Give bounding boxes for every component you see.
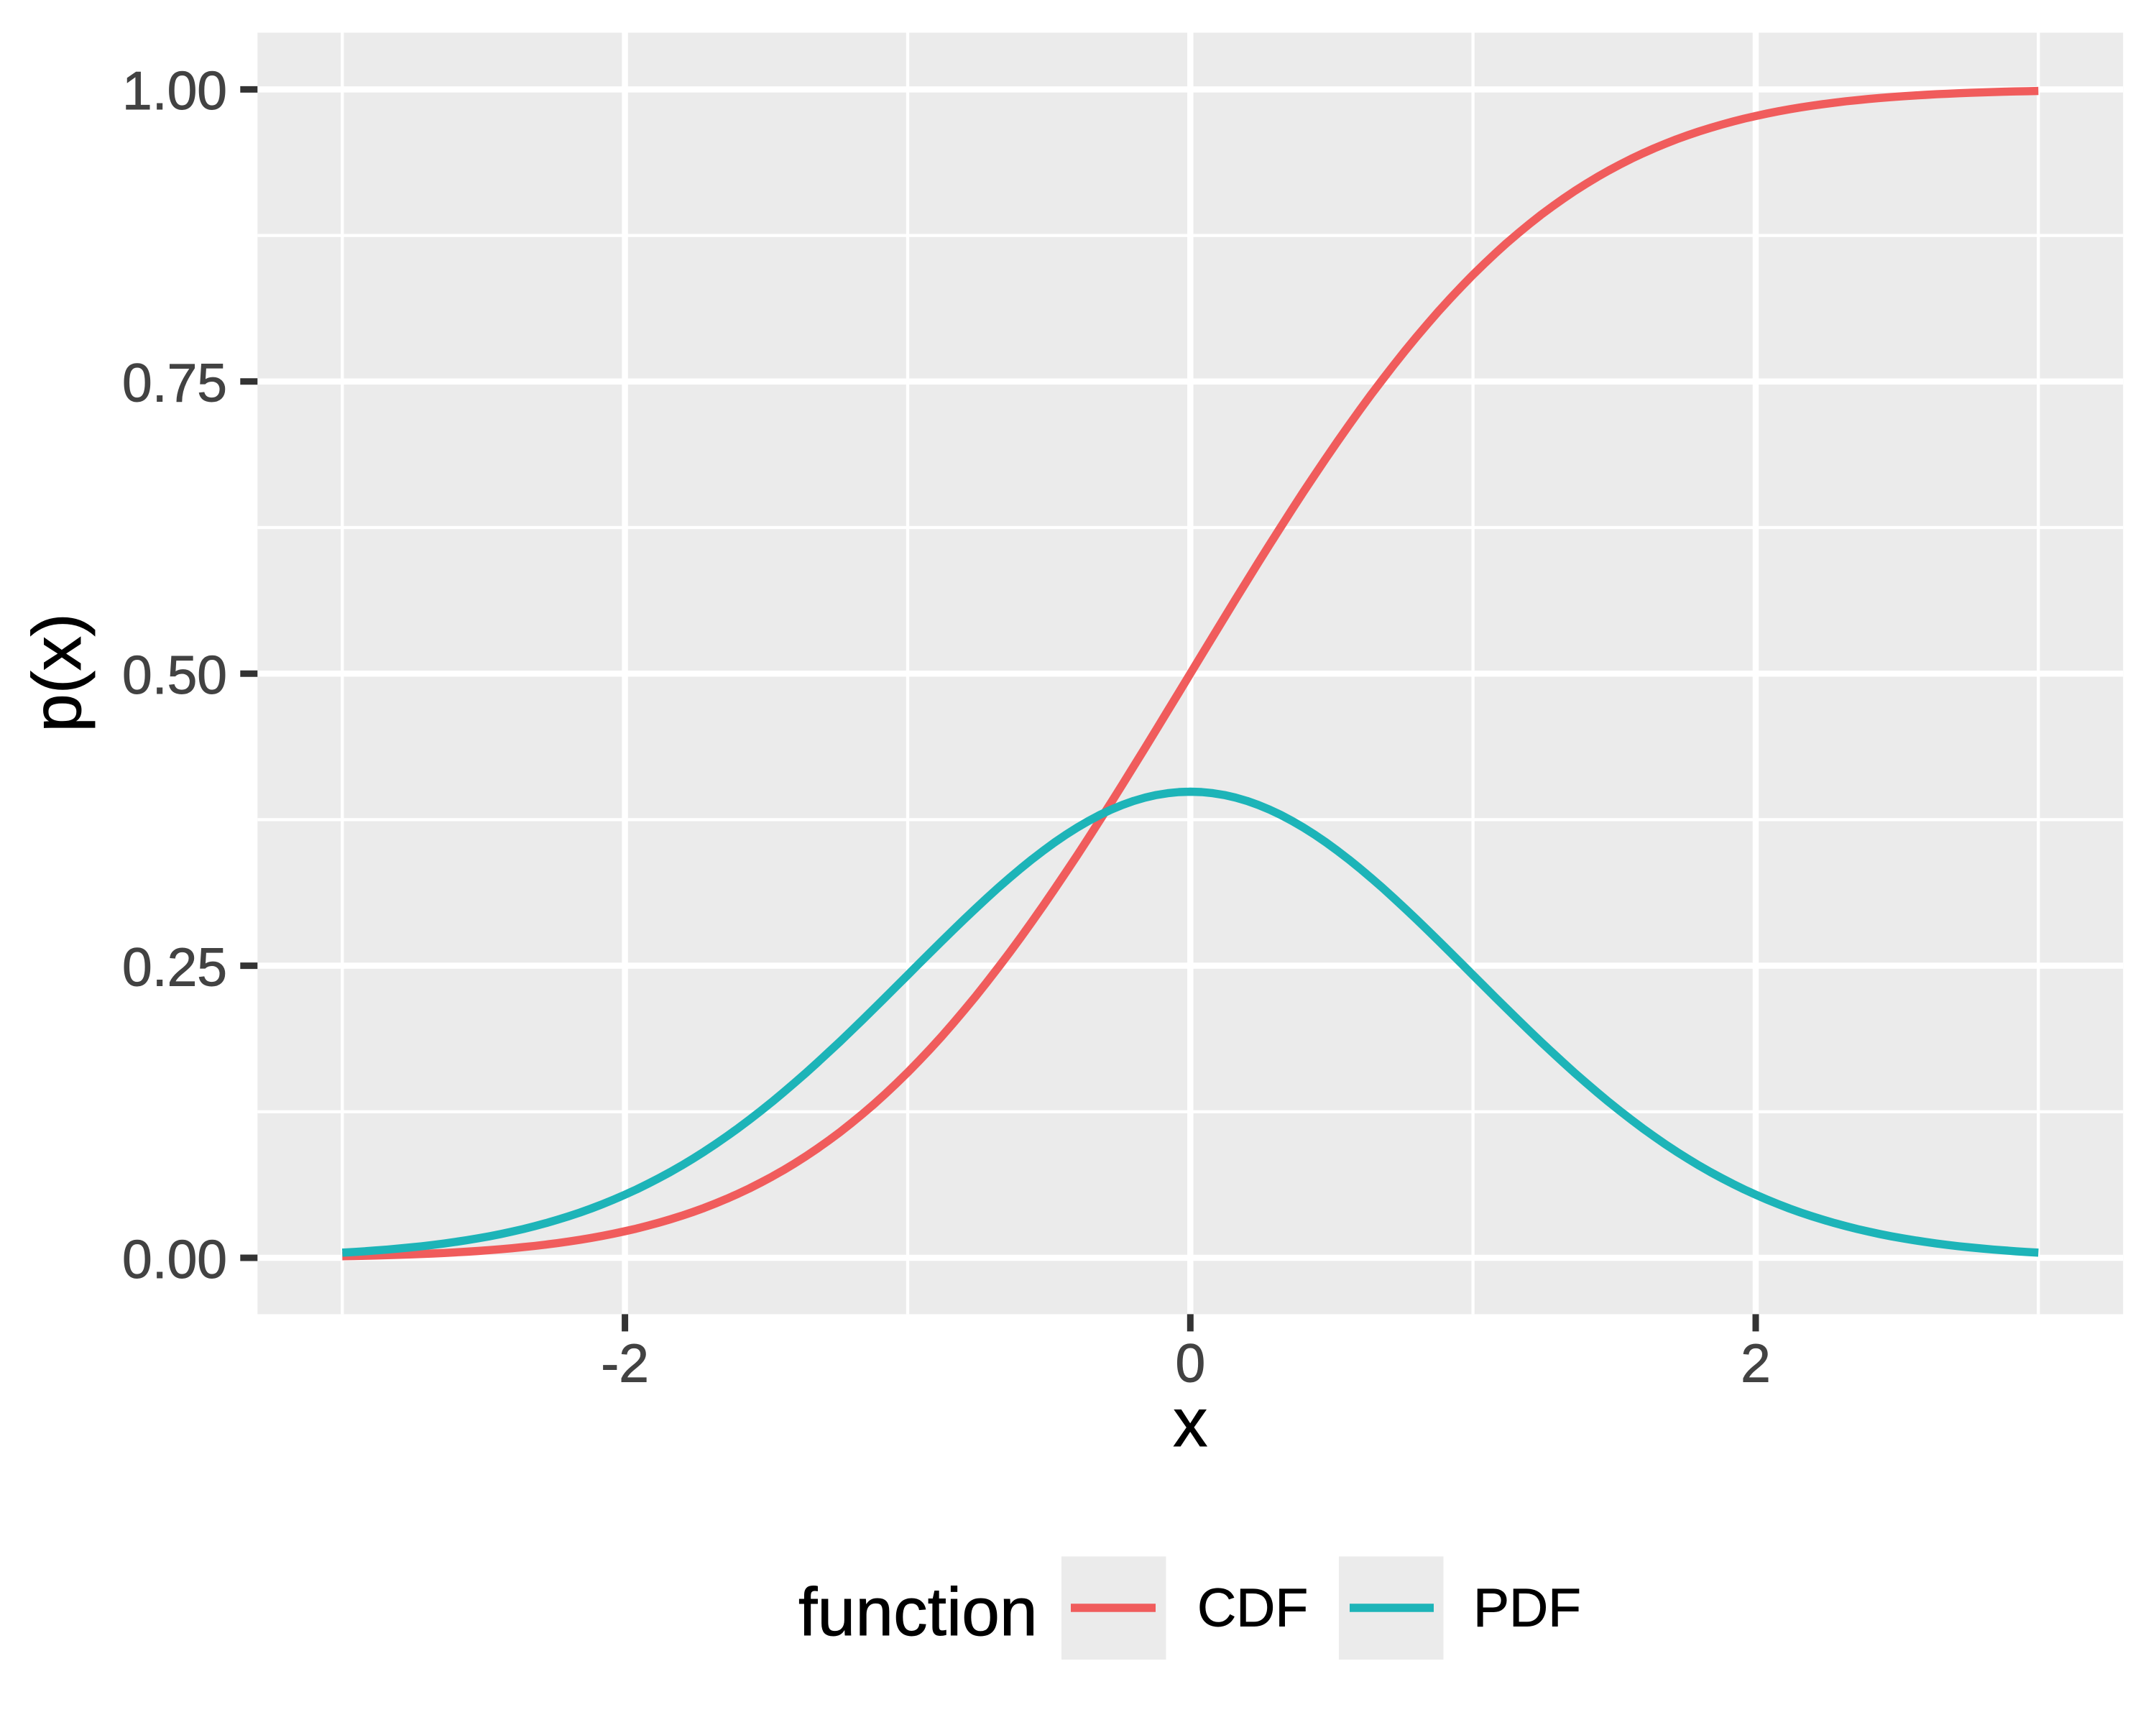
svg-text:0.50: 0.50 (122, 645, 227, 705)
svg-text:0: 0 (1175, 1333, 1205, 1394)
svg-text:0.25: 0.25 (122, 937, 227, 997)
svg-text:0.75: 0.75 (122, 353, 227, 413)
svg-text:0.00: 0.00 (122, 1229, 227, 1289)
svg-text:CDF: CDF (1197, 1578, 1308, 1638)
svg-text:p(x): p(x) (19, 613, 96, 732)
svg-text:1.00: 1.00 (122, 60, 227, 121)
svg-text:x: x (1173, 1384, 1207, 1461)
svg-text:PDF: PDF (1473, 1578, 1581, 1638)
svg-text:-2: -2 (601, 1333, 649, 1394)
svg-text:function: function (798, 1574, 1038, 1650)
svg-text:2: 2 (1741, 1333, 1771, 1394)
